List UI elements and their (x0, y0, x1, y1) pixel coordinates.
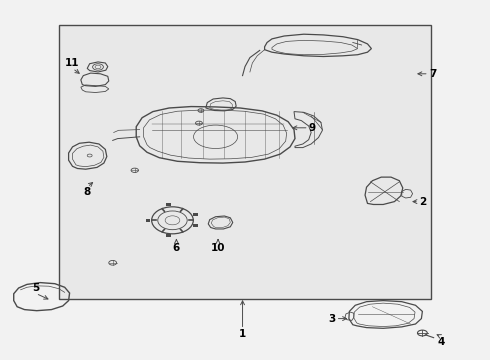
Text: 8: 8 (84, 187, 91, 197)
Text: 11: 11 (65, 58, 80, 68)
Text: 10: 10 (211, 243, 225, 253)
Text: 9: 9 (309, 123, 316, 133)
Text: 4: 4 (437, 337, 445, 347)
Text: 1: 1 (239, 329, 246, 339)
Bar (193, 224, 198, 227)
Bar (166, 203, 171, 206)
Text: 7: 7 (429, 69, 436, 79)
Bar (193, 213, 198, 216)
Text: 6: 6 (173, 243, 180, 253)
FancyBboxPatch shape (59, 25, 431, 299)
Text: 3: 3 (328, 314, 336, 324)
Text: 2: 2 (419, 197, 426, 207)
Bar (166, 234, 171, 237)
Text: 5: 5 (32, 283, 39, 293)
Bar (146, 219, 150, 222)
